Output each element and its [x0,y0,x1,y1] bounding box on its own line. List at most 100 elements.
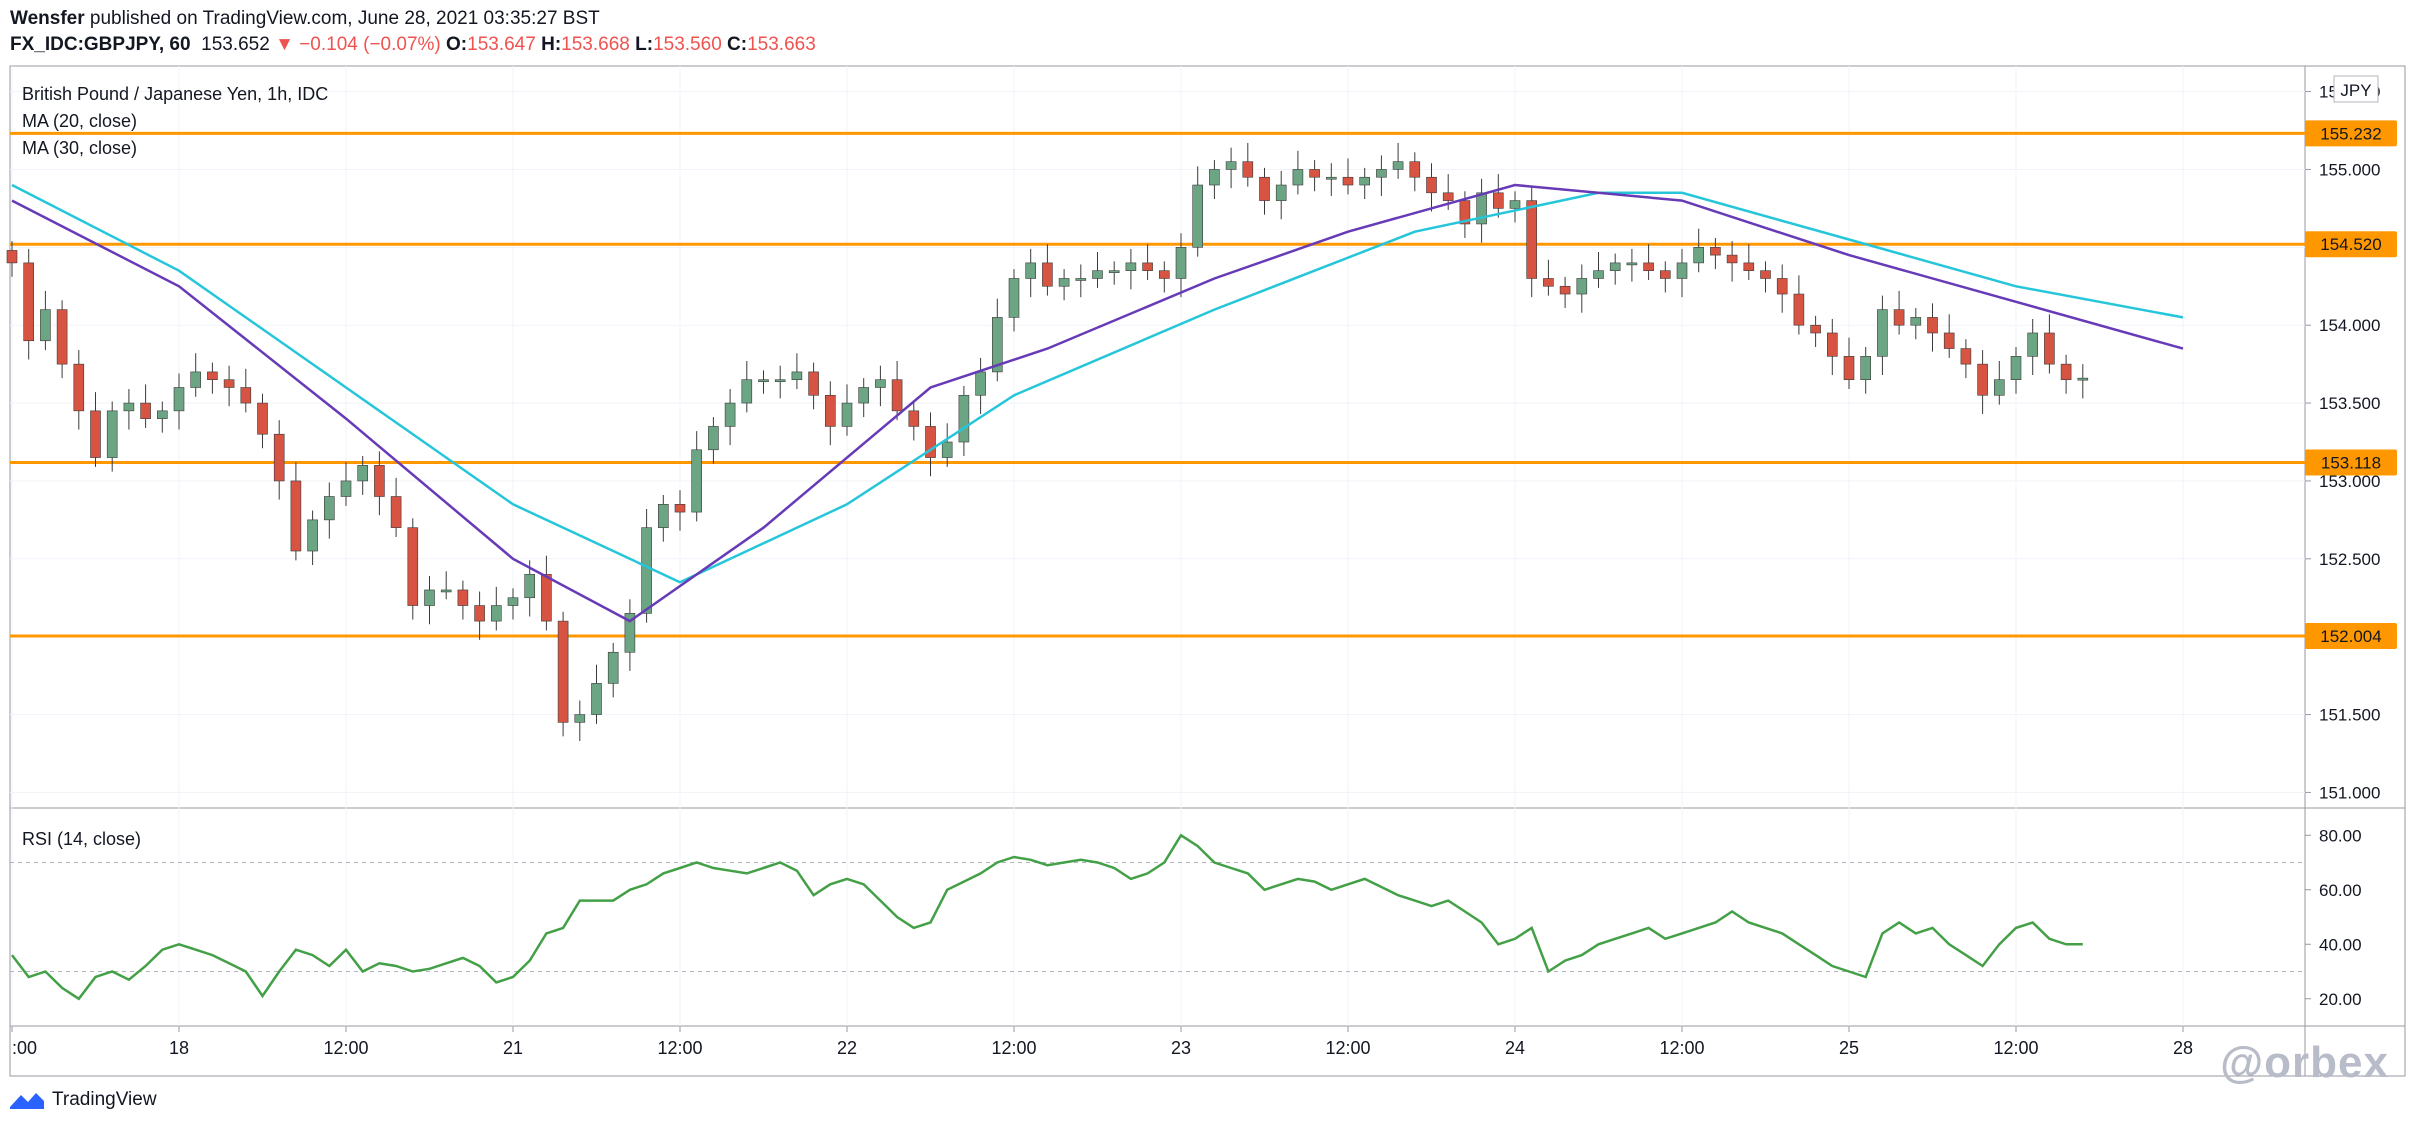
rsi-tick-label: 60.00 [2319,881,2362,900]
time-tick-label: 18 [169,1038,189,1058]
candle-down [1526,200,1537,279]
candle-up [1476,192,1487,225]
candle-down [1543,278,1554,287]
candle-down [1943,332,1955,349]
candle-up [2010,356,2022,381]
price-axis[interactable]: 151.000151.500152.000152.500153.000153.5… [2305,83,2380,803]
candle-down [474,605,485,622]
candle-up [1376,169,1387,178]
candle-up [357,465,369,482]
candle-up [1192,184,1203,248]
candle-down [2044,332,2055,365]
candle-up [40,309,51,342]
candle-up [641,527,652,614]
level-badge-label: 153.118 [2321,454,2381,473]
candle-down [1442,192,1454,201]
candle-down [273,433,285,482]
candle-up [1994,379,2005,396]
candle-down [223,379,235,388]
time-axis[interactable]: :00 18 12:00 21 12:00 22 12:00 23 12:00 24 12:00 25… [11,1026,2193,1058]
level-badge-label: 154.520 [2320,235,2381,254]
candle-up [1676,262,1688,279]
ma20-legend[interactable]: MA (20, close) [22,111,137,131]
candle-down [73,363,85,412]
candles[interactable] [6,142,2089,742]
candle-down [1810,324,1821,334]
candle-down [908,410,920,427]
candle-down [1042,262,1053,287]
ma30-legend[interactable]: MA (30, close) [22,138,137,158]
candle-up [1877,309,1888,357]
high-value: 153.668 [561,34,630,55]
candle-down [1710,247,1721,256]
candle-up [1860,356,1871,381]
candle-down [1259,176,1270,201]
low-label: L: [635,34,654,55]
candle-down [90,410,101,458]
ma30-line[interactable] [11,183,2184,584]
time-tick-label: :00 [12,1038,37,1058]
candle-down [541,574,552,622]
candle-down [1843,356,1855,381]
price-tick-label: 153.500 [2319,394,2380,413]
candle-down [207,371,218,381]
rsi-line[interactable] [11,833,2083,1001]
rsi-tick-label: 40.00 [2319,935,2362,954]
time-tick-label: 22 [837,1038,857,1058]
candle-up [1008,278,1020,318]
candle-up [1108,270,1120,273]
candle-down [557,620,569,723]
level-badge [2305,231,2397,258]
rsi-tick-label: 80.00 [2319,826,2362,845]
time-tick-label: 25 [1839,1038,1859,1058]
candle-up [190,371,201,388]
candle-down [407,527,419,606]
candle-down [1827,332,1838,357]
candle-up [1025,262,1036,279]
ma20-line[interactable] [11,183,2184,623]
candle-up [1326,176,1337,180]
rsi-legend[interactable]: RSI (14, close) [22,829,141,849]
candle-down [457,589,469,606]
time-tick-label: 12:00 [1993,1038,2038,1058]
tradingview-brand[interactable]: TradingView [8,1086,157,1114]
candle-up [2027,332,2038,357]
chart-frame [9,65,2406,1077]
candle-up [624,613,636,653]
candle-up [1075,278,1087,281]
open-value: 153.647 [467,34,536,55]
time-tick-label: 12:00 [1659,1038,1704,1058]
candle-up [1359,176,1370,186]
time-tick-label: 24 [1505,1038,1525,1058]
instrument-legend[interactable]: British Pound / Japanese Yen, 1h, IDC [22,84,328,104]
candle-up [1392,161,1404,170]
candle-down [1893,309,1905,326]
candle-up [1509,200,1521,209]
candle-down [6,250,18,264]
candle-up [1209,169,1220,186]
candle-down [1643,262,1654,271]
candle-up [123,402,135,412]
high-label: H: [541,34,562,55]
horizontal-levels[interactable] [10,131,2305,638]
low-value: 153.560 [653,34,722,55]
price-tick-label: 154.000 [2319,316,2380,335]
candle-up [758,379,769,383]
candle-down [824,394,836,427]
author-name[interactable]: Wensfer [10,8,85,29]
candle-up [1593,270,1604,279]
rsi-axis[interactable]: 20.00 40.00 60.00 80.00 [2305,826,2362,1009]
candle-down [257,402,268,435]
orbex-watermark: @orbex [2220,1038,2389,1087]
level-badges: 155.232 154.520 153.118 152.004 [2305,120,2397,650]
candle-up [574,714,586,723]
candle-down [1242,161,1254,178]
level-badge [2305,120,2397,147]
level-badge [2305,449,2397,476]
candle-down [1409,161,1421,178]
candle-down [1159,270,1170,279]
candle-up [724,402,736,427]
currency-badge: JPY [2340,81,2371,100]
time-tick-label: 12:00 [323,1038,368,1058]
